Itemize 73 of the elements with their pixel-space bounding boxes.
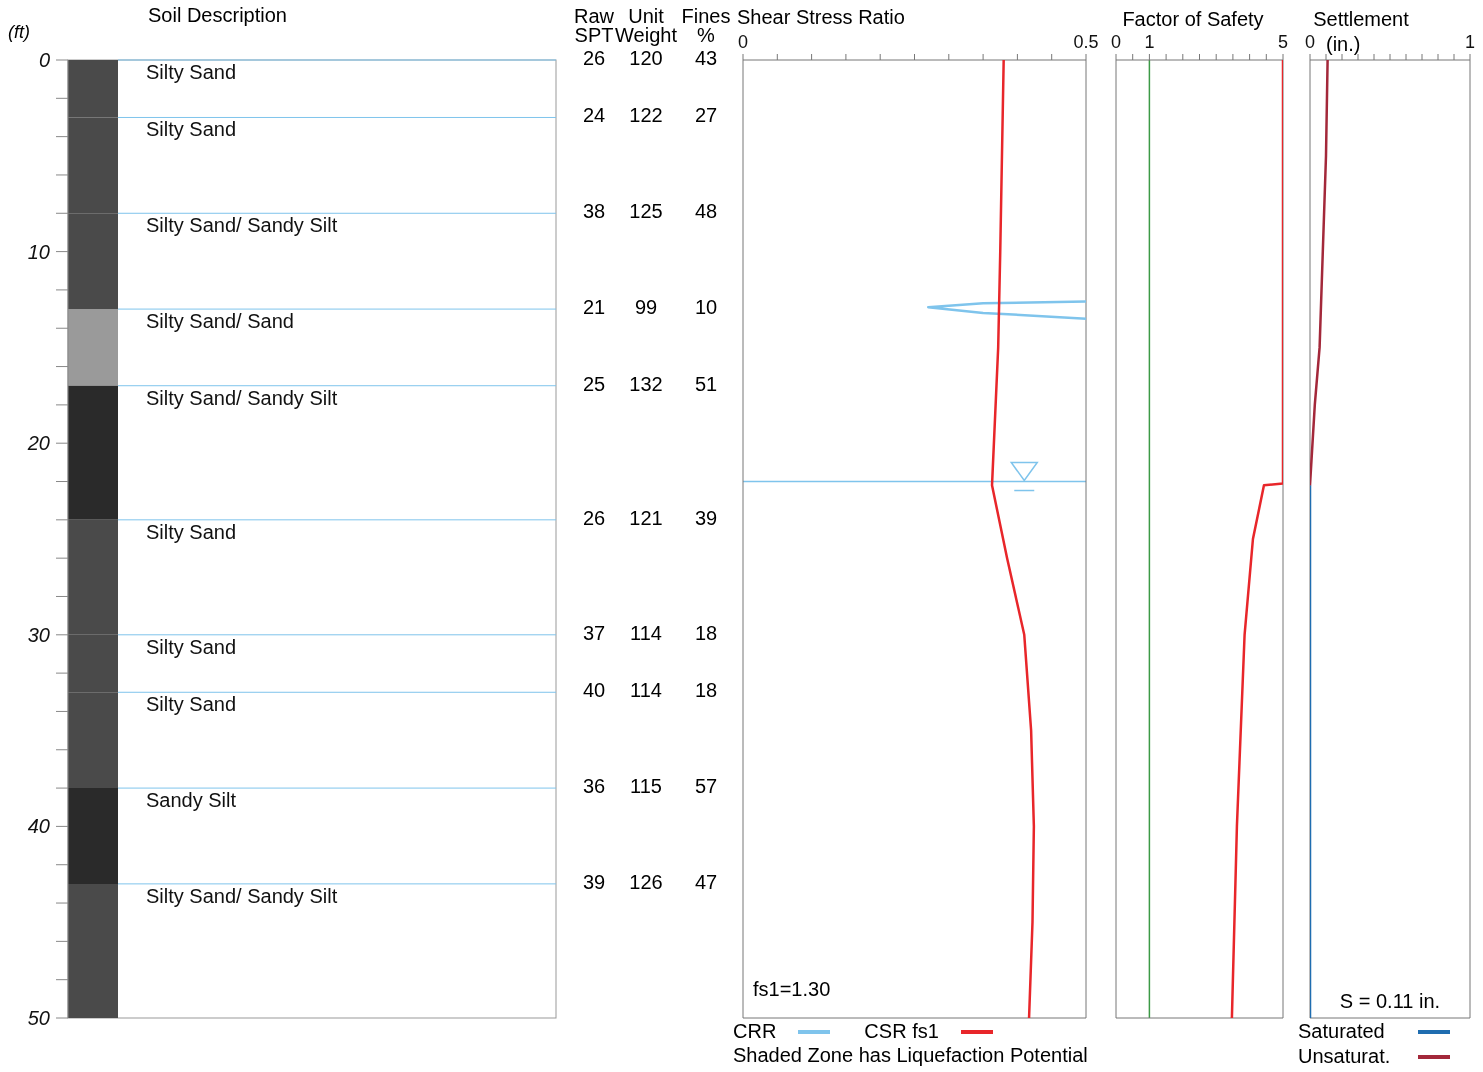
y-tick-label: 40 — [27, 815, 50, 838]
x-tick-label: 0 — [737, 32, 749, 52]
text: 120 — [629, 47, 663, 69]
series-label: Silty Sand/ Sandy Silt — [146, 214, 338, 237]
x-tick-label: 5 — [1277, 32, 1289, 52]
text: 43 — [694, 47, 718, 69]
x-tick-label: 0 — [1304, 32, 1316, 52]
x-tick-label: 1 — [1144, 32, 1155, 52]
legend-label: CRR — [733, 1020, 777, 1043]
y-tick-label: 10 — [27, 240, 50, 263]
text: 37 — [582, 621, 606, 644]
text: 126 — [629, 870, 663, 893]
text: 125 — [629, 200, 663, 223]
text: 51 — [694, 372, 718, 395]
category-label: Raw SPT — [573, 5, 615, 46]
chart-title: Shear Stress Ratio — [737, 6, 905, 29]
bar — [68, 309, 118, 386]
text: 36 — [582, 775, 606, 798]
series-label: Silty Sand/ Sandy Silt — [146, 884, 338, 907]
series-label: Silty Sand — [146, 635, 237, 658]
text: 39 — [582, 870, 606, 893]
x-tick-label: 0 — [1110, 32, 1122, 52]
text: 25 — [582, 372, 606, 395]
series-label: Silty Sand — [146, 118, 237, 141]
text: 48 — [694, 200, 718, 223]
chart-title: Settlement — [1312, 8, 1410, 31]
bar — [68, 385, 118, 520]
text: 27 — [694, 104, 718, 127]
y-tick-label: 50 — [27, 1007, 50, 1029]
text: 99 — [634, 296, 658, 319]
annotation: fs1=1.30 — [753, 978, 831, 1001]
text: 21 — [582, 296, 606, 319]
text: 47 — [694, 870, 718, 893]
text: 39 — [694, 506, 718, 529]
annotation: S = 0.11 in. — [1338, 990, 1442, 1013]
chart-title: Factor of Safety — [1121, 8, 1265, 31]
text: 18 — [694, 679, 718, 702]
x-axis-title: (in.) — [1326, 33, 1361, 56]
series-label: Silty Sand — [146, 61, 237, 83]
text: 57 — [694, 775, 718, 798]
text: 114 — [630, 621, 662, 644]
text: 132 — [629, 372, 663, 395]
text: 10 — [694, 296, 718, 319]
y-axis-title: (ft) — [8, 22, 30, 43]
legend-label: CSR fs1 — [864, 1020, 939, 1043]
series-label: Silty Sand — [146, 693, 237, 716]
text: 121 — [629, 506, 663, 529]
text: 24 — [582, 104, 606, 127]
category-label: Unit Weight — [615, 5, 678, 46]
category-label: Fines % — [681, 5, 731, 46]
text: Shaded Zone has Liquefaction Potential — [733, 1044, 1088, 1067]
text: 26 — [582, 506, 606, 529]
bar — [68, 788, 118, 884]
x-tick-label: 1 — [1464, 32, 1476, 52]
text: 114 — [630, 679, 662, 702]
y-tick-label: 0 — [38, 49, 50, 71]
text: 18 — [694, 621, 718, 644]
text: 40 — [582, 679, 606, 702]
text: Soil Description — [148, 4, 287, 27]
series-label: Silty Sand — [146, 520, 237, 543]
text: 38 — [582, 200, 606, 223]
text: 115 — [630, 775, 662, 798]
legend-label: Unsaturat. — [1298, 1045, 1391, 1068]
bar — [68, 883, 118, 1018]
text: 122 — [629, 104, 663, 127]
y-tick-label: 30 — [27, 623, 50, 646]
series-label: Silty Sand/ Sandy Silt — [146, 386, 338, 409]
y-tick-label: 20 — [26, 432, 50, 455]
legend-label: Saturated — [1298, 1020, 1385, 1043]
series-label: Silty Sand/ Sand — [146, 310, 294, 333]
series-label: Sandy Silt — [146, 789, 237, 812]
text: 26 — [582, 47, 606, 69]
x-tick-label: 0.5 — [1073, 32, 1099, 52]
